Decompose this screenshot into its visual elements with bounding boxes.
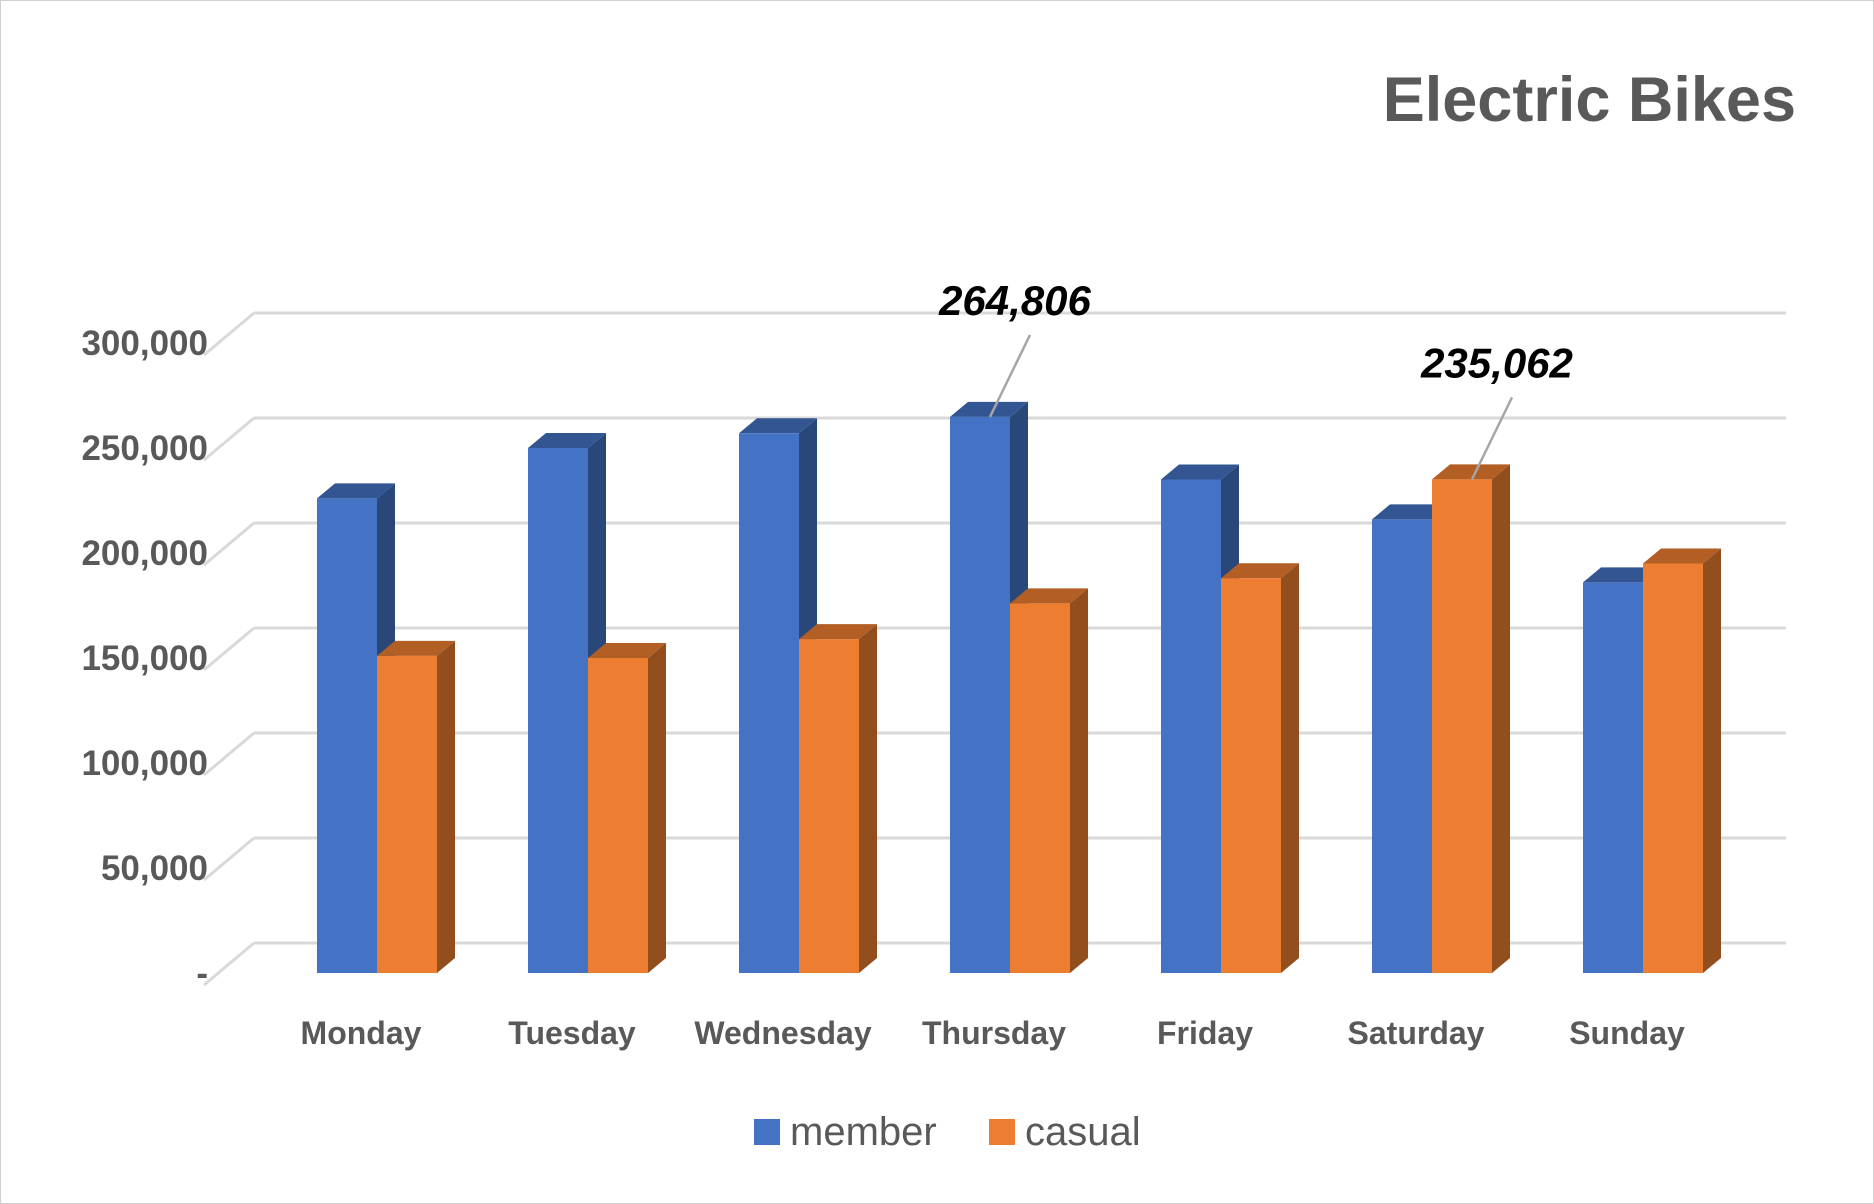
bar-top [588,643,666,658]
callout-label: 235,062 [1420,339,1573,386]
bar-top [317,483,395,499]
bar-front [528,448,588,973]
bar-casual-tuesday [588,643,666,973]
x-tick-label: Monday [301,1015,422,1051]
bar-side [648,643,666,973]
bar-top [950,401,1028,417]
bar-side [1492,464,1510,973]
bar-front [799,639,859,973]
legend-swatch-casual [989,1119,1015,1145]
x-tick-label: Thursday [922,1015,1066,1051]
gridline-side [203,521,255,567]
bar-front [1372,519,1432,973]
bar-side [859,624,877,973]
bar-front [1221,578,1281,973]
callout-leader [1470,396,1514,480]
x-tick-label: Friday [1157,1015,1253,1051]
bar-front [1010,603,1070,973]
gridline-side [203,836,255,882]
legend-swatch-member [754,1119,780,1145]
bar-top [377,640,455,656]
callouts: 264,806 235,062 [938,277,1573,480]
y-axis-ticks: - 50,000 100,000 150,000 200,000 250,000 300,0… [81,324,208,993]
gridline-side [203,731,255,777]
x-tick-label: Wednesday [694,1015,871,1051]
gridline-side [203,626,255,672]
bar-front [1643,563,1703,973]
bar-top [1432,464,1510,480]
y-tick-label: 250,000 [81,429,208,468]
bar-top [1161,464,1239,480]
gridline-side [203,311,255,357]
bar-side [1703,548,1721,973]
x-tick-label: Tuesday [508,1015,636,1051]
bars [317,401,1721,973]
y-tick-label: 50,000 [101,849,208,888]
legend: member casual [754,1110,1141,1154]
gridline-side [203,941,255,987]
x-tick-label: Saturday [1348,1015,1485,1051]
y-tick-label: 150,000 [81,639,208,678]
y-tick-label: - [196,954,208,993]
legend-label-casual: casual [1025,1110,1141,1154]
bar-side [1281,563,1299,973]
bar-front [1583,582,1643,973]
y-tick-label: 100,000 [81,744,208,783]
bar-side [437,640,455,973]
bar-front [950,416,1010,973]
bar-top [799,624,877,640]
bar-side [1070,588,1088,973]
bar-top [1010,588,1088,604]
bar-casual-monday [377,640,455,973]
bar-front [588,658,648,973]
bar-casual-saturday [1432,464,1510,973]
bar-front [377,655,437,973]
legend-label-member: member [790,1110,937,1154]
gridline-side [203,416,255,462]
chart-title: Electric Bikes [1383,65,1796,135]
bar-top [1221,563,1299,579]
bar-front [317,498,377,973]
y-tick-label: 300,000 [81,324,208,363]
bar-top [1583,567,1661,583]
bar-front [1432,479,1492,973]
bar-top [1643,548,1721,564]
x-tick-label: Sunday [1569,1015,1685,1051]
bar-casual-friday [1221,563,1299,973]
bar-top [528,433,606,448]
bar-front [739,433,799,973]
callout-leader [988,334,1032,418]
bar-casual-thursday [1010,588,1088,973]
bar-casual-sunday [1643,548,1721,973]
x-axis-categories: Monday Tuesday Wednesday Thursday Friday Satu… [301,1015,1685,1051]
bar-top [1372,504,1450,520]
bar-top [739,418,817,434]
bar-casual-wednesday [799,624,877,973]
y-tick-label: 200,000 [81,534,208,573]
bar-front [1161,479,1221,973]
callout-label: 264,806 [938,277,1091,324]
